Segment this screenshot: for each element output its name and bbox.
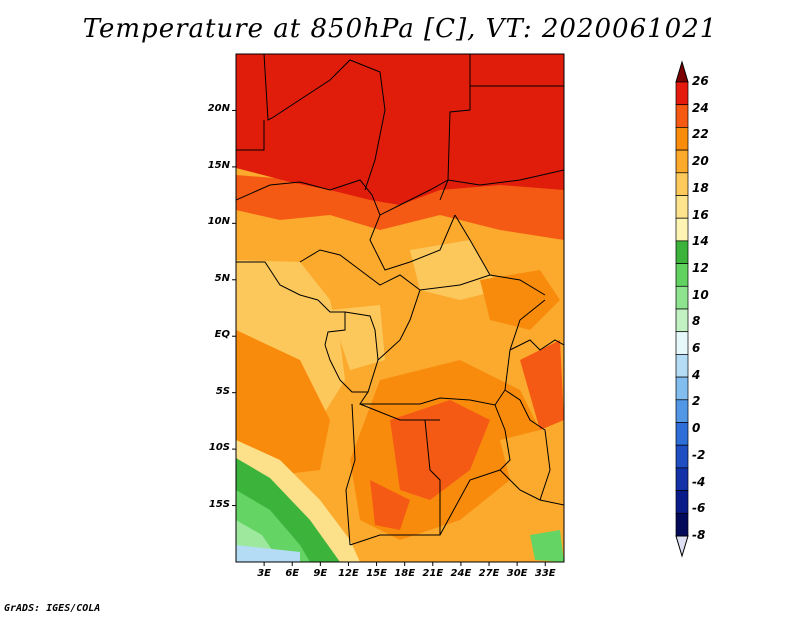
colorbar-label: 2 [692,394,701,409]
colorbar-swatch [675,149,689,174]
temperature-field [236,54,564,562]
colorbar-swatch [675,490,689,514]
temperature-zone [520,340,564,430]
colorbar-swatch [675,195,689,219]
colorbar-label: -4 [692,474,706,489]
temperature-zone [236,54,564,205]
country-borders [236,54,564,546]
longitude-label: 24E [450,568,472,579]
colorbar-label: -2 [692,447,706,462]
colorbar-swatch [675,422,689,446]
software-credit: GrADS: IGES/COLA [4,603,101,614]
colorbar-label: 20 [692,154,709,169]
colorbar-label: 24 [692,100,709,115]
longitude-label: 9E [313,568,328,579]
colorbar-label: 0 [692,421,701,436]
longitude-label: 3E [257,568,271,579]
temperature-zone [236,330,330,480]
colorbar-swatch [675,308,689,333]
colorbar-swatch [675,399,689,423]
colorbar-swatch [675,240,689,264]
longitude-label: 18E [394,568,416,579]
colorbar-label: 14 [692,234,709,249]
map-title: Temperature at 850hPa [C], VT: 202006102… [82,14,718,44]
latitude-label: 15N [207,159,230,171]
colorbar-label: 16 [692,207,709,222]
colorbar-label: -8 [692,528,706,542]
colorbar-swatch [675,127,689,151]
colorbar-swatch [675,285,689,310]
latitude-label: 5N [214,272,230,284]
latitude-label: 10N [207,216,230,228]
colorbar-swatch [675,104,689,128]
colorbar-swatch [675,81,689,106]
longitude-label: 15E [366,568,387,579]
colorbar-swatch [675,467,689,491]
colorbar-swatch [675,331,689,355]
colorbar-label: 4 [692,367,701,382]
latitude-label: 10S [208,442,230,454]
colorbar-swatch [675,354,689,378]
temperature-zone [410,240,500,300]
colorbar-label: 22 [692,127,709,142]
longitude-label: 21E [422,568,444,579]
latitude-label: 20N [207,103,230,115]
colorbar-label: 8 [692,314,701,329]
colorbar-top-arrow [675,60,689,83]
temperature-zone [370,480,410,530]
longitude-label: 33E [534,568,556,579]
colorbar-swatch [675,512,689,537]
colorbar [675,60,689,558]
longitude-label: 30E [506,568,528,579]
latitude-label: 15S [208,498,230,510]
latitude-label: EQ [214,329,230,341]
temperature-zone [236,545,300,562]
colorbar-label: 26 [692,74,709,88]
colorbar-swatch [675,263,689,287]
longitude-label: 12E [338,568,359,579]
colorbar-swatch [675,172,689,196]
longitude-label: 27E [478,568,500,579]
temperature-zone [330,305,385,370]
colorbar-label: 12 [692,260,709,275]
colorbar-label: -6 [692,501,706,516]
colorbar-swatch [675,376,689,401]
axis-ticks [232,109,546,566]
temperature-zone [390,400,490,500]
colorbar-swatch [675,444,689,469]
map-frame [235,53,565,563]
colorbar-label: 18 [692,180,709,195]
latitude-label: 5S [215,385,230,397]
colorbar-bottom-arrow [675,535,689,558]
longitude-label: 6E [285,568,300,579]
temperature-zone [480,270,560,330]
colorbar-swatch [675,217,689,242]
temperature-zone [530,530,564,562]
colorbar-label: 6 [692,341,701,356]
colorbar-label: 10 [692,287,709,302]
